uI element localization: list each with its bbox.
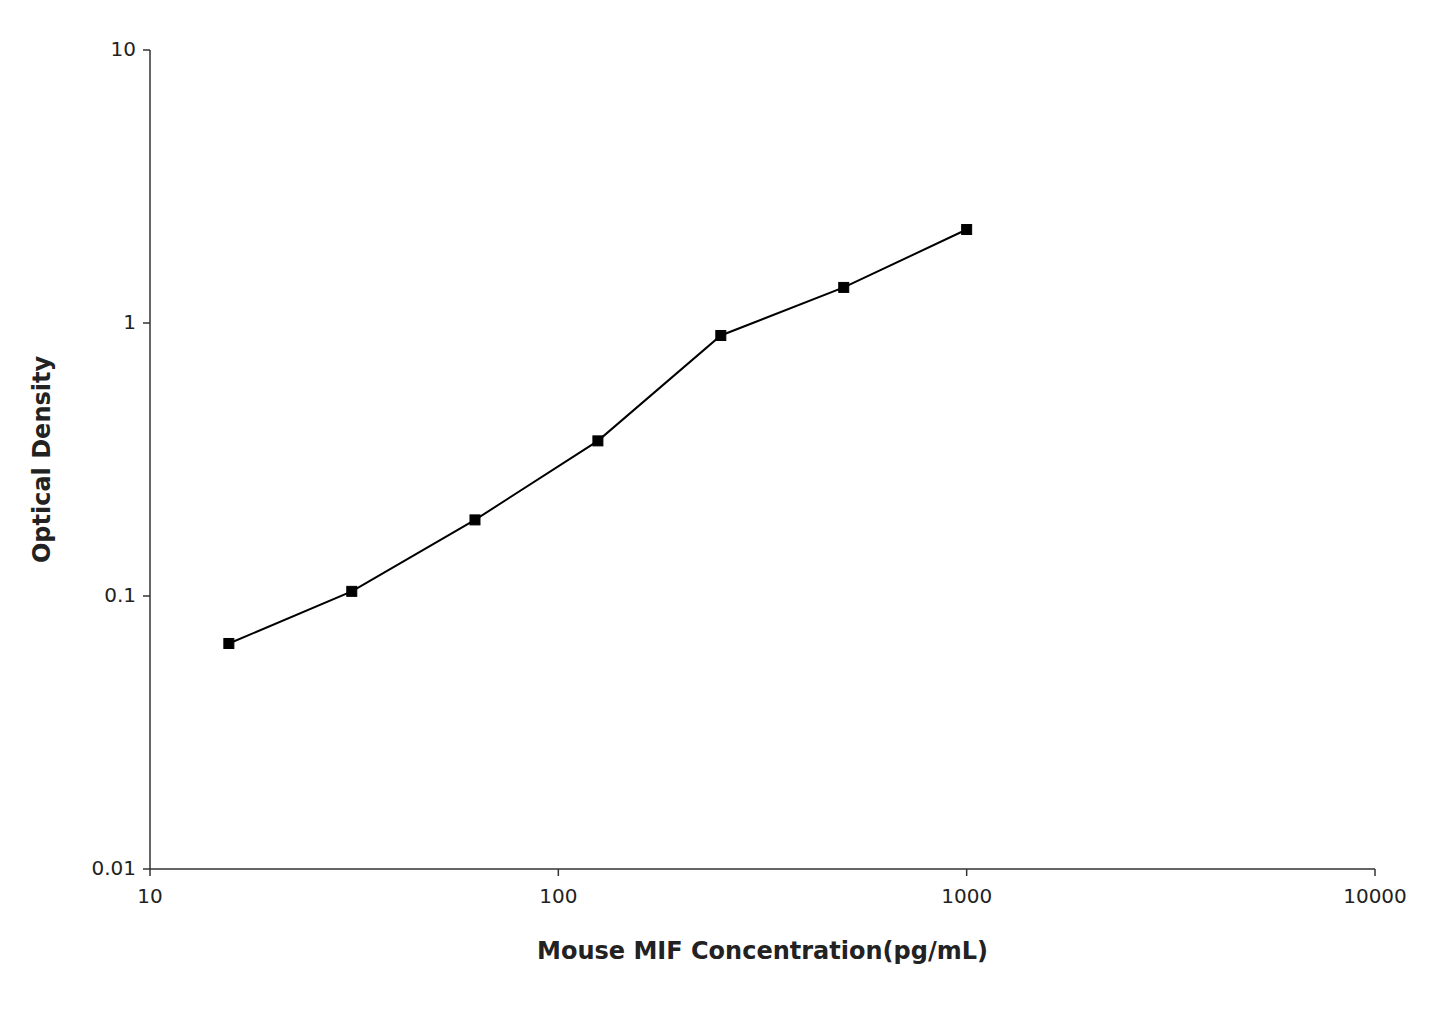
data-point xyxy=(716,330,726,340)
y-tick-label: 0.01 xyxy=(91,856,136,880)
chart-container: 10 100 1000 10000 0.01 0.1 1 10 Mouse MIF Concen… xyxy=(0,0,1445,1009)
x-axis-label: Mouse MIF Concentration(pg/mL) xyxy=(537,937,988,965)
x-tick xyxy=(558,869,560,876)
data-line xyxy=(229,230,967,644)
data-point xyxy=(839,282,849,292)
y-tick xyxy=(143,868,150,870)
x-tick xyxy=(149,869,151,876)
y-tick-label: 1 xyxy=(123,310,136,334)
x-tick-label: 10 xyxy=(137,884,162,908)
data-point xyxy=(470,515,480,525)
y-tick-label: 0.1 xyxy=(104,583,136,607)
y-axis-line xyxy=(149,50,151,869)
y-tick xyxy=(143,322,150,324)
plot-area xyxy=(224,225,972,649)
x-tick-label: 10000 xyxy=(1343,884,1407,908)
chart-svg: 10 100 1000 10000 0.01 0.1 1 10 Mouse MIF Concen… xyxy=(0,0,1445,1009)
data-point xyxy=(962,225,972,235)
data-point xyxy=(347,586,357,596)
y-tick-label: 10 xyxy=(111,37,136,61)
data-point xyxy=(593,436,603,446)
y-tick xyxy=(143,49,150,51)
x-tick-label: 100 xyxy=(539,884,577,908)
y-tick xyxy=(143,595,150,597)
x-tick-label: 1000 xyxy=(941,884,992,908)
x-tick xyxy=(966,869,968,876)
y-axis-label: Optical Density xyxy=(28,356,56,564)
x-tick xyxy=(1374,869,1376,876)
data-point xyxy=(224,638,234,648)
axes: 10 100 1000 10000 0.01 0.1 1 10 xyxy=(91,37,1406,909)
x-axis-line xyxy=(150,868,1375,870)
